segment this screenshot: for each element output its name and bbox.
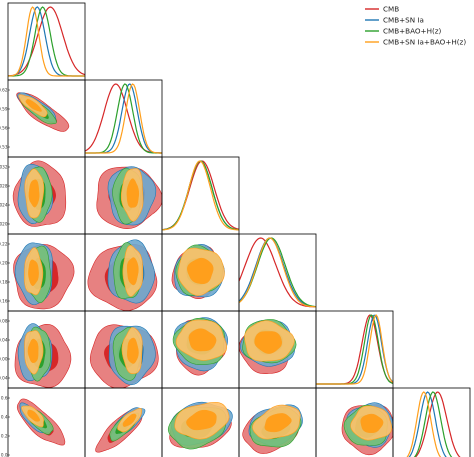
- contour68-5-2-3: [186, 409, 217, 431]
- tick-label: 0.62: [0, 88, 8, 93]
- panel-r5-c0: 0.6 0.4 0.2 0.0: [1, 387, 86, 457]
- tick-label: 0.59: [0, 107, 8, 112]
- panel-r1-c1: [84, 79, 163, 158]
- contour68-4-2-3: [188, 328, 217, 352]
- marginal-0-cmbsniabaohz: [8, 6, 85, 77]
- panel-r0-c0: [7, 2, 86, 81]
- tick-label: 0.00: [0, 357, 8, 362]
- tick-label: 0.032: [0, 165, 8, 170]
- panel-r3-c1: [84, 233, 163, 312]
- contour68-2-0-3: [28, 179, 40, 208]
- contour68-5-3-3: [264, 413, 292, 433]
- panel-r4-c1: [84, 310, 163, 389]
- contour68-1-0-3: [25, 99, 42, 112]
- contour68-2-1-3: [126, 178, 140, 208]
- contour68-5-4-3: [360, 413, 384, 433]
- tick-label: 0.028: [0, 184, 8, 189]
- tick-label: 0.22: [0, 242, 8, 247]
- contour68-3-0-3: [28, 259, 39, 286]
- panel-r4-c0: 0.08 0.04 0.00 -0.04: [0, 310, 86, 389]
- panel-r1-c0: 0.62 0.59 0.56 0.53: [0, 79, 86, 158]
- legend-entry: CMB+SN Ia+BAO+H(z): [365, 38, 466, 47]
- legend-label: CMB+SN Ia+BAO+H(z): [383, 38, 466, 47]
- tick-label: 0.04: [0, 338, 8, 343]
- contour68-4-3-3: [254, 331, 282, 354]
- legend-entry: CMB: [365, 5, 399, 14]
- tick-label: 0.16: [0, 299, 8, 304]
- marginal-1-cmbsniabaohz: [85, 83, 162, 154]
- tick-label: 0.4: [1, 415, 8, 420]
- tick-label: 0.18: [0, 280, 8, 285]
- panel-r3-c2: [161, 233, 240, 312]
- legend-label: CMB+SN Ia: [383, 16, 424, 25]
- panel-frame: [392, 387, 471, 457]
- contour68-5-1-3: [122, 413, 137, 427]
- marginal-2-cmbsnia: [162, 160, 239, 231]
- marginal-2-cmbsniabaohz: [162, 160, 239, 231]
- legend-entry: CMB+BAO+H(z): [365, 27, 442, 36]
- marginal-0-cmb: [8, 6, 85, 77]
- contour68-3-2-3: [187, 257, 214, 284]
- tick-label: 0.2: [1, 434, 8, 439]
- legend-label: CMB: [383, 5, 399, 14]
- marginal-2-cmb: [162, 160, 239, 231]
- tick-label: 0.56: [0, 126, 8, 131]
- panel-r4-c2: [161, 310, 240, 389]
- legend-entry: CMB+SN Ia: [365, 16, 424, 25]
- panel-r3-c3: [238, 233, 317, 312]
- tick-label: 0.020: [0, 222, 8, 227]
- contour68-3-1-3: [126, 257, 139, 286]
- tick-label: 0.53: [0, 145, 8, 150]
- tick-label: 0.6: [1, 396, 8, 401]
- contour68-4-0-3: [27, 338, 39, 363]
- marginal-4-cmbsniabaohz: [316, 314, 393, 385]
- panel-r5-c5: [392, 387, 471, 457]
- marginal-1-cmbsnia: [85, 83, 162, 154]
- legend: CMB CMB+SN Ia CMB+BAO+H(z) CMB+SN Ia+BAO+H(…: [365, 5, 466, 47]
- panel-frame: [84, 79, 163, 158]
- marginal-4-cmb: [316, 314, 393, 385]
- panel-r4-c3: [238, 310, 317, 389]
- panel-r5-c3: [238, 387, 317, 457]
- tick-label: 0.0: [1, 453, 8, 457]
- panel-r5-c2: [161, 387, 240, 457]
- panel-r4-c4: [315, 310, 394, 389]
- marginal-5-cmbsnia: [408, 391, 447, 457]
- contour68-4-1-3: [127, 337, 139, 364]
- marginal-5-cmbsniabaohz: [406, 391, 442, 457]
- marginal-3-cmb: [239, 237, 316, 308]
- marginal-2-cmbbaohz: [162, 160, 239, 231]
- marginal-5-cmbbaohz: [413, 391, 453, 457]
- panel-r2-c0: 0.032 0.028 0.024 0.020: [0, 156, 86, 235]
- legend-label: CMB+BAO+H(z): [383, 27, 442, 36]
- panel-r5-c4: [315, 387, 394, 457]
- panel-r3-c0: 0.22 0.20 0.18 0.16: [0, 233, 86, 312]
- panel-frame: [315, 310, 394, 389]
- tick-label: 0.20: [0, 261, 8, 266]
- marginal-5-cmb: [414, 391, 461, 457]
- tick-label: 0.08: [0, 319, 8, 324]
- tick-label: -0.04: [0, 376, 8, 381]
- marginal-1-cmb: [85, 83, 162, 154]
- tick-label: 0.024: [0, 203, 8, 208]
- panel-r2-c2: [161, 156, 240, 235]
- contour68-5-0-3: [27, 409, 41, 422]
- panel-r2-c1: [84, 156, 163, 235]
- marginal-1-cmbbaohz: [85, 83, 162, 154]
- marginal-3-cmbsniabaohz: [239, 237, 316, 308]
- panel-r5-c1: [84, 387, 163, 457]
